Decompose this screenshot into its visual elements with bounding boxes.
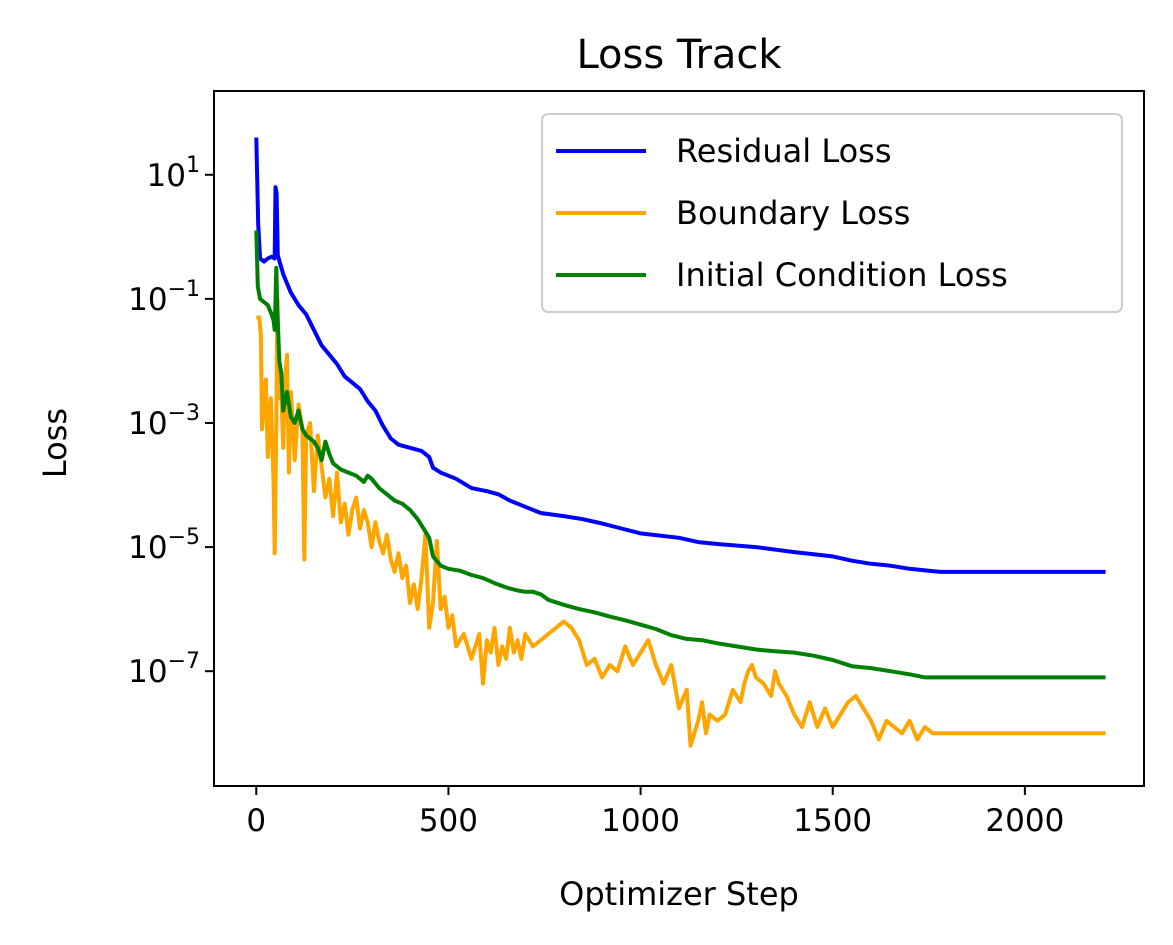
series-line-boundary-loss — [256, 296, 1106, 748]
legend-entry-label: Boundary Loss — [676, 194, 910, 232]
x-tick-label: 2000 — [985, 803, 1064, 839]
legend-entry-label: Residual Loss — [676, 132, 892, 170]
y-axis-ticks: 101 10−1 10−3 10−5 10−7 — [128, 153, 214, 690]
chart-title: Loss Track — [576, 32, 782, 78]
legend-entry-label: Initial Condition Loss — [676, 256, 1008, 294]
x-tick-label: 1500 — [793, 803, 872, 839]
y-tick-label: 10−5 — [128, 525, 200, 566]
series-layer — [254, 137, 1106, 748]
y-tick-label: 101 — [147, 153, 200, 194]
legend: Residual Loss Boundary Loss Initial Condit… — [541, 113, 1123, 313]
y-axis-label: Loss — [36, 408, 74, 478]
y-tick-label: 10−3 — [128, 401, 200, 442]
x-axis-label: Optimizer Step — [559, 875, 799, 913]
x-tick-label: 1000 — [601, 803, 680, 839]
plot-frame — [213, 90, 1145, 787]
legend-box — [541, 113, 1123, 313]
x-tick-label: 500 — [419, 803, 478, 839]
series-line-initial-condition-loss — [254, 230, 1106, 680]
y-tick-label: 10−1 — [128, 277, 200, 318]
y-tick-label: 10−7 — [128, 649, 200, 690]
x-tick-label: 0 — [246, 803, 266, 839]
x-axis-ticks: 0 500 1000 1500 2000 — [246, 786, 1064, 839]
series-line-residual-loss — [254, 137, 1106, 574]
